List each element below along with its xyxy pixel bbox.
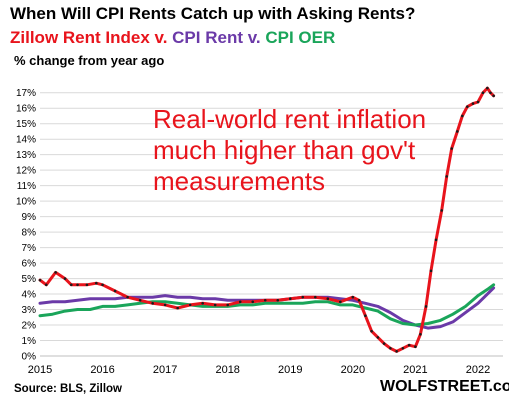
y-tick-label: 8% [22, 228, 37, 239]
source-note: Source: BLS, Zillow [14, 383, 122, 395]
data-point [401, 346, 405, 350]
brand-logo-text: WOLFSTREET.com [380, 378, 509, 395]
y-tick-label: 2% [22, 321, 37, 332]
y-tick-label: 3% [22, 305, 37, 316]
y-tick-label: 13% [16, 150, 36, 161]
data-point [471, 102, 475, 105]
y-tick-label: 14% [16, 135, 36, 146]
data-point [176, 306, 179, 310]
x-tick-labels: 2015 2016 2017 2018 2019 2020 2021 2022 [28, 364, 490, 376]
data-point [466, 105, 469, 108]
data-point [486, 86, 489, 90]
data-point [456, 130, 459, 133]
data-point [101, 283, 104, 287]
data-point [151, 302, 154, 305]
y-tick-label: 16% [16, 104, 36, 115]
data-point [76, 283, 79, 287]
data-point [85, 283, 89, 287]
series-lines [38, 86, 496, 353]
data-point [213, 303, 217, 307]
data-point [226, 303, 230, 307]
data-point [251, 300, 255, 304]
y-tick-label: 6% [22, 259, 37, 270]
data-point [450, 147, 453, 150]
subtitle-zillow: Zillow Rent Index v. [10, 28, 173, 47]
annotation-line-1: Real-world rent inflation [153, 104, 427, 134]
x-tick-label: 2018 [215, 364, 239, 376]
data-point [69, 283, 73, 287]
data-point [407, 343, 411, 347]
annotation-line-3: measurements [153, 166, 325, 196]
data-point [339, 300, 342, 304]
data-point [419, 333, 422, 336]
y-tick-label: 0% [22, 352, 37, 363]
data-point [357, 298, 361, 302]
data-point [44, 283, 48, 287]
data-point [382, 342, 386, 345]
data-point [461, 114, 464, 118]
y-tick-label: 17% [16, 88, 36, 99]
chart-subtitle: Zillow Rent Index v. CPI Rent v. CPI OER [10, 28, 335, 48]
data-point [395, 350, 398, 353]
chart-annotation: Real-world rent inflation much higher th… [153, 104, 453, 197]
y-tick-label: 5% [22, 274, 37, 285]
y-tick-label: 10% [16, 197, 36, 208]
data-point [326, 297, 330, 301]
subtitle-cpi-oer: CPI OER [265, 28, 336, 47]
data-point [492, 94, 495, 98]
y-tick-label: 11% [17, 181, 36, 192]
data-point [424, 305, 428, 308]
x-tick-label: 2020 [341, 364, 365, 376]
series-line-cpi-oer [38, 283, 496, 327]
data-point [429, 269, 433, 273]
data-point [188, 303, 192, 307]
y-tick-label: 4% [22, 290, 37, 301]
x-tick-label: 2015 [28, 364, 52, 376]
x-tick-label: 2021 [403, 364, 427, 376]
data-point [389, 346, 392, 350]
data-point [414, 345, 417, 349]
data-point [376, 336, 380, 339]
data-point [238, 300, 242, 304]
data-point [163, 303, 167, 307]
x-tick-label: 2017 [153, 364, 177, 376]
data-point [434, 238, 438, 242]
y-tick-label: 15% [16, 119, 36, 130]
data-point [445, 175, 448, 178]
y-tick-label: 9% [22, 212, 37, 223]
data-point [489, 91, 492, 95]
y-tick-labels: 0% 1% 2% 3% 4% 5% 6% 7% 8% 9% 10% 11% 12% 13% 14% 15% 16… [16, 88, 36, 362]
y-tick-label: 12% [16, 166, 36, 177]
subtitle-cpi-rent: CPI Rent v. [172, 28, 266, 47]
data-point [481, 91, 485, 95]
data-point [476, 100, 480, 104]
data-point [313, 295, 317, 299]
data-point [440, 209, 443, 212]
data-point [113, 289, 117, 293]
data-point [351, 295, 355, 299]
data-point [201, 302, 204, 305]
data-point [370, 329, 373, 333]
y-tick-label: 7% [22, 243, 37, 254]
data-point [63, 277, 67, 280]
y-tick-label: 1% [22, 336, 37, 347]
data-point [138, 298, 142, 302]
x-tick-label: 2016 [90, 364, 114, 376]
y-axis-label: % change from year ago [14, 53, 165, 68]
data-point [126, 295, 129, 299]
data-point [263, 298, 267, 302]
data-point [364, 314, 367, 318]
data-point [54, 271, 57, 274]
annotation-line-2: much higher than gov't [153, 135, 416, 165]
x-tick-label: 2019 [278, 364, 302, 376]
data-point [95, 281, 98, 285]
data-point [276, 298, 280, 302]
data-point [288, 297, 292, 301]
data-point [38, 278, 42, 282]
data-point [301, 295, 305, 299]
x-tick-label: 2022 [466, 364, 490, 376]
chart-title: When Will CPI Rents Catch up with Asking… [10, 4, 416, 23]
